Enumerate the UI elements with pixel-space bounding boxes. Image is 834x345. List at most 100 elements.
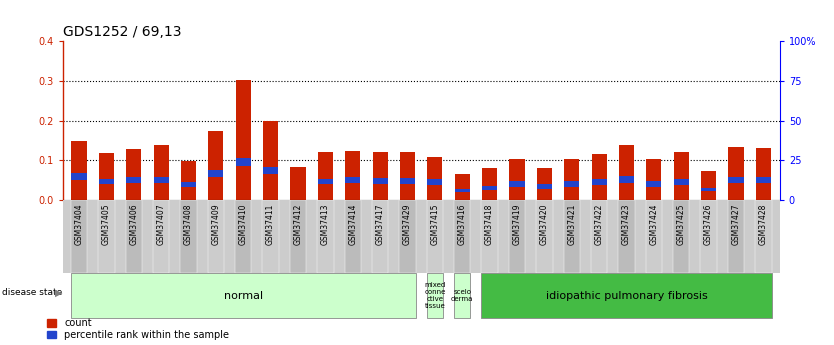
Legend: count, percentile rank within the sample: count, percentile rank within the sample [47,318,229,340]
Text: GDS1252 / 69,13: GDS1252 / 69,13 [63,25,181,39]
Bar [263,121,278,200]
Text: idiopathic pulmonary fibrosis: idiopathic pulmonary fibrosis [545,291,707,301]
Bar [399,200,415,273]
Bar [510,181,525,187]
Bar [565,159,580,200]
Bar [591,155,606,200]
Text: disease state: disease state [2,288,62,297]
Bar [345,177,360,184]
Bar [482,168,497,200]
Bar [153,177,168,183]
Bar [537,168,552,200]
Text: GSM37422: GSM37422 [595,204,604,245]
Bar [98,179,114,184]
Bar [646,181,661,187]
Bar [98,153,114,200]
Bar [153,145,168,200]
Bar [318,152,333,200]
Text: GSM37405: GSM37405 [102,204,111,245]
Bar [126,177,141,183]
Bar [71,274,415,318]
Text: GSM37424: GSM37424 [650,204,658,245]
Text: GSM37419: GSM37419 [512,204,521,245]
Text: GSM37409: GSM37409 [211,204,220,245]
Bar [289,200,306,273]
Bar [263,167,278,174]
Bar [454,274,470,318]
Bar [646,200,662,273]
Bar [728,147,744,200]
Bar [536,200,553,273]
Text: ▶: ▶ [55,287,63,297]
Text: GSM37412: GSM37412 [294,204,303,245]
Text: GSM37423: GSM37423 [622,204,631,245]
Bar [591,179,606,185]
Bar [756,177,771,184]
Text: GSM37417: GSM37417 [375,204,384,245]
Bar [510,159,525,200]
Text: GSM37410: GSM37410 [239,204,248,245]
Bar [481,274,771,318]
Bar [482,186,497,190]
Bar [71,200,88,273]
Bar [674,152,689,200]
Bar [618,200,635,273]
Bar [72,141,87,200]
Bar [701,200,717,273]
Text: GSM37414: GSM37414 [349,204,357,245]
Bar [208,170,224,177]
Text: GSM37408: GSM37408 [184,204,193,245]
Bar [372,200,389,273]
Bar [344,200,361,273]
Bar [236,80,251,200]
Bar [373,178,388,184]
Bar [673,200,690,273]
Bar [125,200,142,273]
Bar [427,274,443,318]
Bar [455,174,470,200]
Bar [427,200,443,273]
Text: GSM37420: GSM37420 [540,204,549,245]
Bar [318,179,333,184]
Text: GSM37416: GSM37416 [458,204,467,245]
Text: normal: normal [224,291,263,301]
Text: GSM37411: GSM37411 [266,204,275,245]
Bar [263,200,279,273]
Bar [728,200,744,273]
Bar [208,200,224,273]
Bar [72,173,87,180]
Bar [537,184,552,189]
Bar [181,161,196,200]
Text: scelo
derma: scelo derma [451,289,474,302]
Text: GSM37407: GSM37407 [157,204,166,245]
Text: GSM37429: GSM37429 [403,204,412,245]
Bar [126,148,141,200]
Bar [181,182,196,187]
Bar [400,152,415,200]
Text: GSM37418: GSM37418 [485,204,494,245]
Bar [756,148,771,200]
Bar [481,200,498,273]
Bar [373,152,388,200]
Bar [509,200,525,273]
Bar [454,200,470,273]
Text: GSM37415: GSM37415 [430,204,440,245]
Bar [565,181,580,187]
Text: GSM37426: GSM37426 [704,204,713,245]
Text: GSM37406: GSM37406 [129,204,138,245]
Bar [619,145,634,200]
Bar [180,200,197,273]
Bar [755,200,771,273]
Bar [646,159,661,200]
Text: GSM37427: GSM37427 [731,204,741,245]
Bar [400,178,415,184]
Bar [427,157,442,200]
Text: GSM37413: GSM37413 [321,204,330,245]
Bar [208,131,224,200]
Bar [427,179,442,185]
Bar [236,158,251,166]
Bar [317,200,334,273]
Text: GSM37404: GSM37404 [74,204,83,245]
Text: mixed
conne
ctive
tissue: mixed conne ctive tissue [425,282,445,309]
Bar [98,200,114,273]
